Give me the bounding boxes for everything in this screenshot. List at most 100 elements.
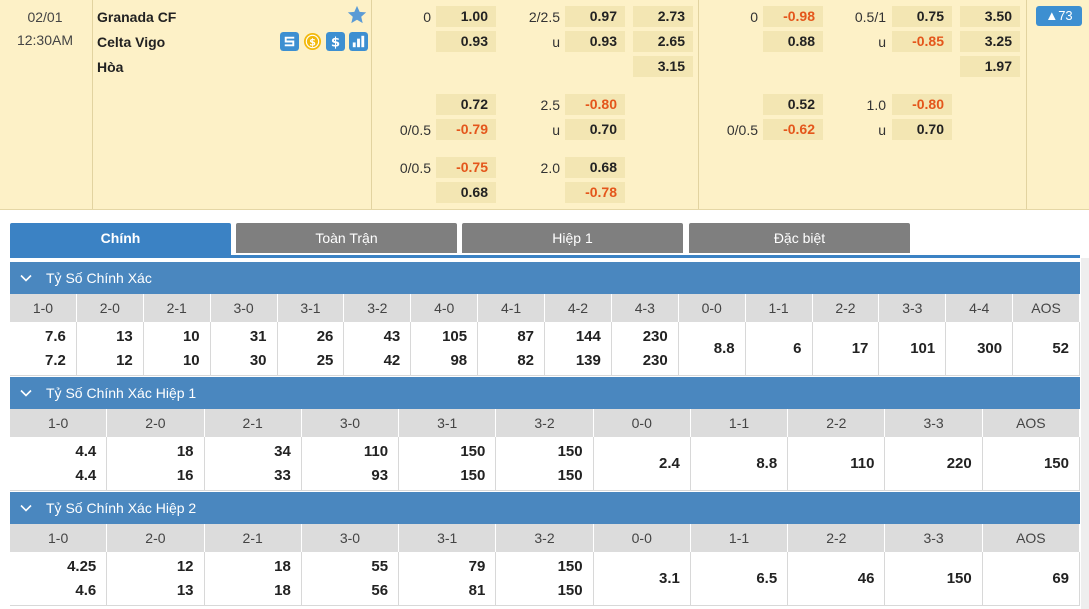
odds-value-away[interactable]: 139 [575,352,601,369]
score-odds-cell[interactable]: 52 [1013,322,1080,376]
odds-value[interactable]: 8.8 [756,455,778,472]
section-header[interactable]: Tỷ Số Chính Xác Hiệp 2 [10,492,1080,524]
odds-value-home[interactable]: 12 [176,558,194,575]
score-odds-cell[interactable]: 230 230 [611,322,679,376]
score-odds-cell[interactable]: 144 139 [545,322,612,376]
ft-alt2-home-odds[interactable]: -0.75 [436,157,496,178]
odds-value-away[interactable]: 98 [450,352,468,369]
odds-value-away[interactable]: 81 [468,582,486,599]
odds-value-away[interactable]: 7.2 [45,352,66,369]
odds-value-away[interactable]: 18 [274,582,291,599]
odds-value-away[interactable]: 10 [182,352,200,369]
odds-value-home[interactable]: 31 [249,328,267,345]
odds-value-away[interactable]: 12 [116,352,133,369]
odds-value-away[interactable]: 4.6 [75,582,97,599]
odds-value-home[interactable]: 10 [182,328,200,345]
score-odds-cell[interactable]: 105 98 [411,322,479,376]
ft-1x2-draw[interactable]: 3.15 [633,56,693,77]
score-odds-cell[interactable]: 31 30 [210,322,278,376]
stats-icon[interactable] [280,32,299,51]
h1-1x2-home[interactable]: 3.50 [960,6,1020,27]
score-odds-cell[interactable]: 55 56 [301,552,400,606]
odds-value[interactable]: 150 [946,570,972,587]
chevron-down-icon[interactable] [20,502,32,514]
odds-value-home[interactable]: 55 [371,558,389,575]
score-odds-cell[interactable]: 17 [812,322,880,376]
ft-alt1-home-odds[interactable]: 0.72 [436,94,496,115]
h1-handicap-home-odds[interactable]: -0.98 [763,6,823,27]
odds-value-away[interactable]: 25 [316,352,334,369]
section-header[interactable]: Tỷ Số Chính Xác Hiệp 1 [10,377,1080,409]
score-odds-cell[interactable]: 34 33 [204,437,302,491]
score-odds-cell[interactable]: 18 18 [204,552,302,606]
odds-value[interactable]: 3.1 [659,570,680,587]
odds-value[interactable]: 2.4 [659,455,680,472]
odds-value-home[interactable]: 150 [460,443,486,460]
score-odds-cell[interactable]: 110 93 [301,437,400,491]
odds-value-home[interactable]: 4.4 [75,443,97,460]
score-odds-cell[interactable]: 220 [885,437,983,491]
chevron-down-icon[interactable] [20,387,32,399]
score-odds-cell[interactable]: 13 12 [76,322,144,376]
odds-value-home[interactable]: 43 [383,328,401,345]
odds-value[interactable]: 220 [946,455,972,472]
dollar-icon[interactable]: $ [326,32,345,51]
h1-over-odds[interactable]: 0.75 [892,6,952,27]
odds-value-home[interactable]: 4.25 [67,558,97,575]
score-odds-cell[interactable]: 8.8 [678,322,746,376]
odds-value-home[interactable]: 34 [274,443,291,460]
home-team[interactable]: Granada CF [97,9,177,25]
ft-handicap-away-odds[interactable]: 0.93 [436,31,496,52]
odds-value-away[interactable]: 82 [517,352,534,369]
ft-over-odds[interactable]: 0.97 [565,6,625,27]
score-odds-cell[interactable]: 150 [885,552,983,606]
odds-value[interactable]: 150 [1043,455,1069,472]
odds-value-home[interactable]: 79 [468,558,486,575]
ft-alt2-under-odds[interactable]: -0.78 [565,182,625,203]
h1-alt1-over-odds[interactable]: -0.80 [892,94,952,115]
odds-value[interactable]: 300 [977,340,1003,357]
odds-value-home[interactable]: 18 [176,443,194,460]
odds-value[interactable]: 6.5 [756,570,778,587]
score-odds-cell[interactable]: 7.6 7.2 [10,322,77,376]
odds-value-away[interactable]: 150 [557,582,583,599]
odds-value[interactable]: 101 [910,340,936,357]
ft-alt1-away-odds[interactable]: -0.79 [436,119,496,140]
odds-value-home[interactable]: 144 [575,328,601,345]
ft-alt2-away-odds[interactable]: 0.68 [436,182,496,203]
odds-value-away[interactable]: 150 [557,467,583,484]
odds-value-home[interactable]: 26 [316,328,334,345]
odds-value[interactable]: 110 [850,455,875,472]
score-odds-cell[interactable]: 150 [982,437,1080,491]
odds-value-home[interactable]: 230 [642,328,668,345]
away-team[interactable]: Celta Vigo [97,34,166,50]
score-odds-cell[interactable]: 69 [982,552,1080,606]
tab-hiep-1[interactable]: Hiệp 1 [462,223,683,253]
odds-value-home[interactable]: 87 [517,328,534,345]
ft-1x2-home[interactable]: 2.73 [633,6,693,27]
odds-value-away[interactable]: 16 [176,467,194,484]
odds-value[interactable]: 69 [1052,570,1069,587]
h1-alt1-home-odds[interactable]: 0.52 [763,94,823,115]
score-odds-cell[interactable]: 43 42 [344,322,412,376]
score-odds-cell[interactable]: 79 81 [399,552,497,606]
bar-chart-icon[interactable] [349,32,368,51]
odds-value-away[interactable]: 13 [176,582,194,599]
chevron-down-icon[interactable] [20,272,32,284]
star-icon[interactable] [346,4,368,26]
odds-value[interactable]: 46 [857,570,875,587]
score-odds-cell[interactable]: 110 [788,437,886,491]
h1-handicap-away-odds[interactable]: 0.88 [763,31,823,52]
odds-value-home[interactable]: 18 [274,558,291,575]
score-odds-cell[interactable]: 150 150 [496,552,594,606]
ft-handicap-home-odds[interactable]: 1.00 [436,6,496,27]
tab-chinh[interactable]: Chính [10,223,231,257]
odds-value-away[interactable]: 93 [371,467,389,484]
odds-value-away[interactable]: 150 [460,467,486,484]
score-odds-cell[interactable]: 300 [946,322,1014,376]
tab-toan-tran[interactable]: Toàn Trận [236,223,457,253]
odds-value-home[interactable]: 13 [116,328,133,345]
ft-alt1-under-odds[interactable]: 0.70 [565,119,625,140]
odds-value-home[interactable]: 150 [557,443,583,460]
odds-value-home[interactable]: 7.6 [45,328,66,345]
